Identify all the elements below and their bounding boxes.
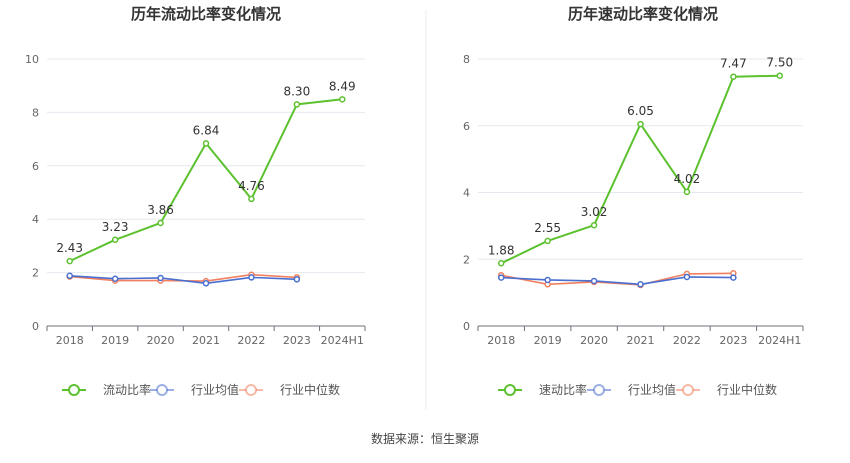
y-tick-label: 2 <box>32 267 39 280</box>
data-point <box>590 221 598 229</box>
data-label: 2.55 <box>534 221 561 235</box>
data-point <box>637 281 644 288</box>
data-point <box>157 274 164 282</box>
chart-1: 历年流动比率变化情况 0 2 4 6 8 10 2018 2019 2020 2021 2022 202… <box>25 5 366 397</box>
data-label: 7.50 <box>766 56 793 70</box>
data-point <box>248 274 255 281</box>
legend-marker-icon <box>156 384 168 396</box>
data-point <box>730 73 737 80</box>
x-tick-label: 2024H1 <box>758 334 801 347</box>
data-point <box>683 273 691 281</box>
data-point <box>637 120 644 128</box>
data-label: 6.84 <box>193 123 220 137</box>
data-point <box>66 257 73 265</box>
data-label: 8.49 <box>329 79 356 93</box>
legend-marker-icon <box>68 384 80 396</box>
data-point <box>683 188 691 196</box>
legend-marker-icon <box>245 384 257 396</box>
series-line <box>69 275 297 285</box>
y-tick-label: 4 <box>463 187 470 200</box>
data-point <box>590 277 598 285</box>
y-tick-label: 0 <box>32 320 39 333</box>
legend-item: 行业均值 <box>150 382 239 397</box>
x-tick-label: 2022 <box>673 334 701 347</box>
x-tick-label: 2023 <box>283 334 311 347</box>
legend-item: 行业中位数 <box>676 382 777 397</box>
chart-2: 历年速动比率变化情况 0 2 4 6 8 2018 2019 2020 2021 2022 2023 2… <box>463 5 804 397</box>
data-point <box>544 276 551 284</box>
y-tick-label: 0 <box>463 320 470 333</box>
x-tick-label: 2021 <box>192 334 220 347</box>
data-point <box>293 101 301 108</box>
y-tick-label: 6 <box>32 160 39 173</box>
data-point <box>339 96 346 103</box>
legend-label: 行业均值 <box>191 382 239 397</box>
data-label: 1.88 <box>488 243 515 257</box>
chart-title: 历年速动比率变化情况 <box>568 5 718 23</box>
data-point <box>248 195 255 203</box>
y-tick-label: 8 <box>32 106 39 119</box>
data-point <box>497 260 505 267</box>
data-point <box>111 236 119 244</box>
data-point <box>776 72 784 79</box>
data-label: 2.43 <box>56 241 83 255</box>
x-tick-label: 2019 <box>534 334 562 347</box>
x-tick-label: 2021 <box>627 334 655 347</box>
legend-label: 速动比率 <box>539 382 587 397</box>
x-tick-label: 2020 <box>580 334 608 347</box>
legend-label: 流动比率 <box>103 382 151 397</box>
y-tick-label: 8 <box>463 53 470 66</box>
data-point <box>202 140 210 147</box>
data-label: 3.86 <box>147 203 174 217</box>
data-point <box>730 274 737 281</box>
y-tick-label: 4 <box>32 213 39 226</box>
legend-item: 行业均值 <box>587 382 676 397</box>
data-point <box>157 219 164 227</box>
data-point <box>293 276 301 283</box>
x-tick-label: 2023 <box>719 334 747 347</box>
legend-marker-icon <box>504 384 516 396</box>
legend-marker-icon <box>593 384 605 396</box>
data-label: 6.05 <box>627 104 654 118</box>
data-point <box>111 275 119 282</box>
data-label: 8.30 <box>283 84 310 98</box>
x-tick-label: 2018 <box>487 334 515 347</box>
data-point <box>497 274 505 281</box>
y-tick-label: 2 <box>463 253 470 266</box>
x-tick-label: 2018 <box>56 334 84 347</box>
data-label: 4.02 <box>674 172 701 186</box>
legend-item: 速动比率 <box>498 382 587 397</box>
legend-marker-icon <box>682 384 694 396</box>
chart-title: 历年流动比率变化情况 <box>131 5 281 23</box>
x-tick-label: 2024H1 <box>321 334 364 347</box>
legend-label: 行业中位数 <box>717 382 777 397</box>
x-tick-label: 2022 <box>237 334 265 347</box>
x-tick-label: 2019 <box>101 334 129 347</box>
data-label: 4.76 <box>238 179 265 193</box>
legend-label: 行业中位数 <box>280 382 340 397</box>
y-tick-label: 6 <box>463 120 470 133</box>
data-point <box>202 280 210 287</box>
data-point <box>66 272 73 280</box>
data-label: 3.02 <box>581 205 608 219</box>
data-label: 3.23 <box>102 220 129 234</box>
y-tick-label: 10 <box>25 53 39 66</box>
legend-item: 流动比率 <box>62 382 151 397</box>
series-line <box>501 276 734 286</box>
x-tick-label: 2020 <box>147 334 175 347</box>
data-point <box>544 237 551 245</box>
data-source-caption: 数据来源：恒生聚源 <box>371 431 479 446</box>
legend-label: 行业均值 <box>628 382 676 397</box>
legend-item: 行业中位数 <box>239 382 340 397</box>
data-label: 7.47 <box>720 57 747 71</box>
